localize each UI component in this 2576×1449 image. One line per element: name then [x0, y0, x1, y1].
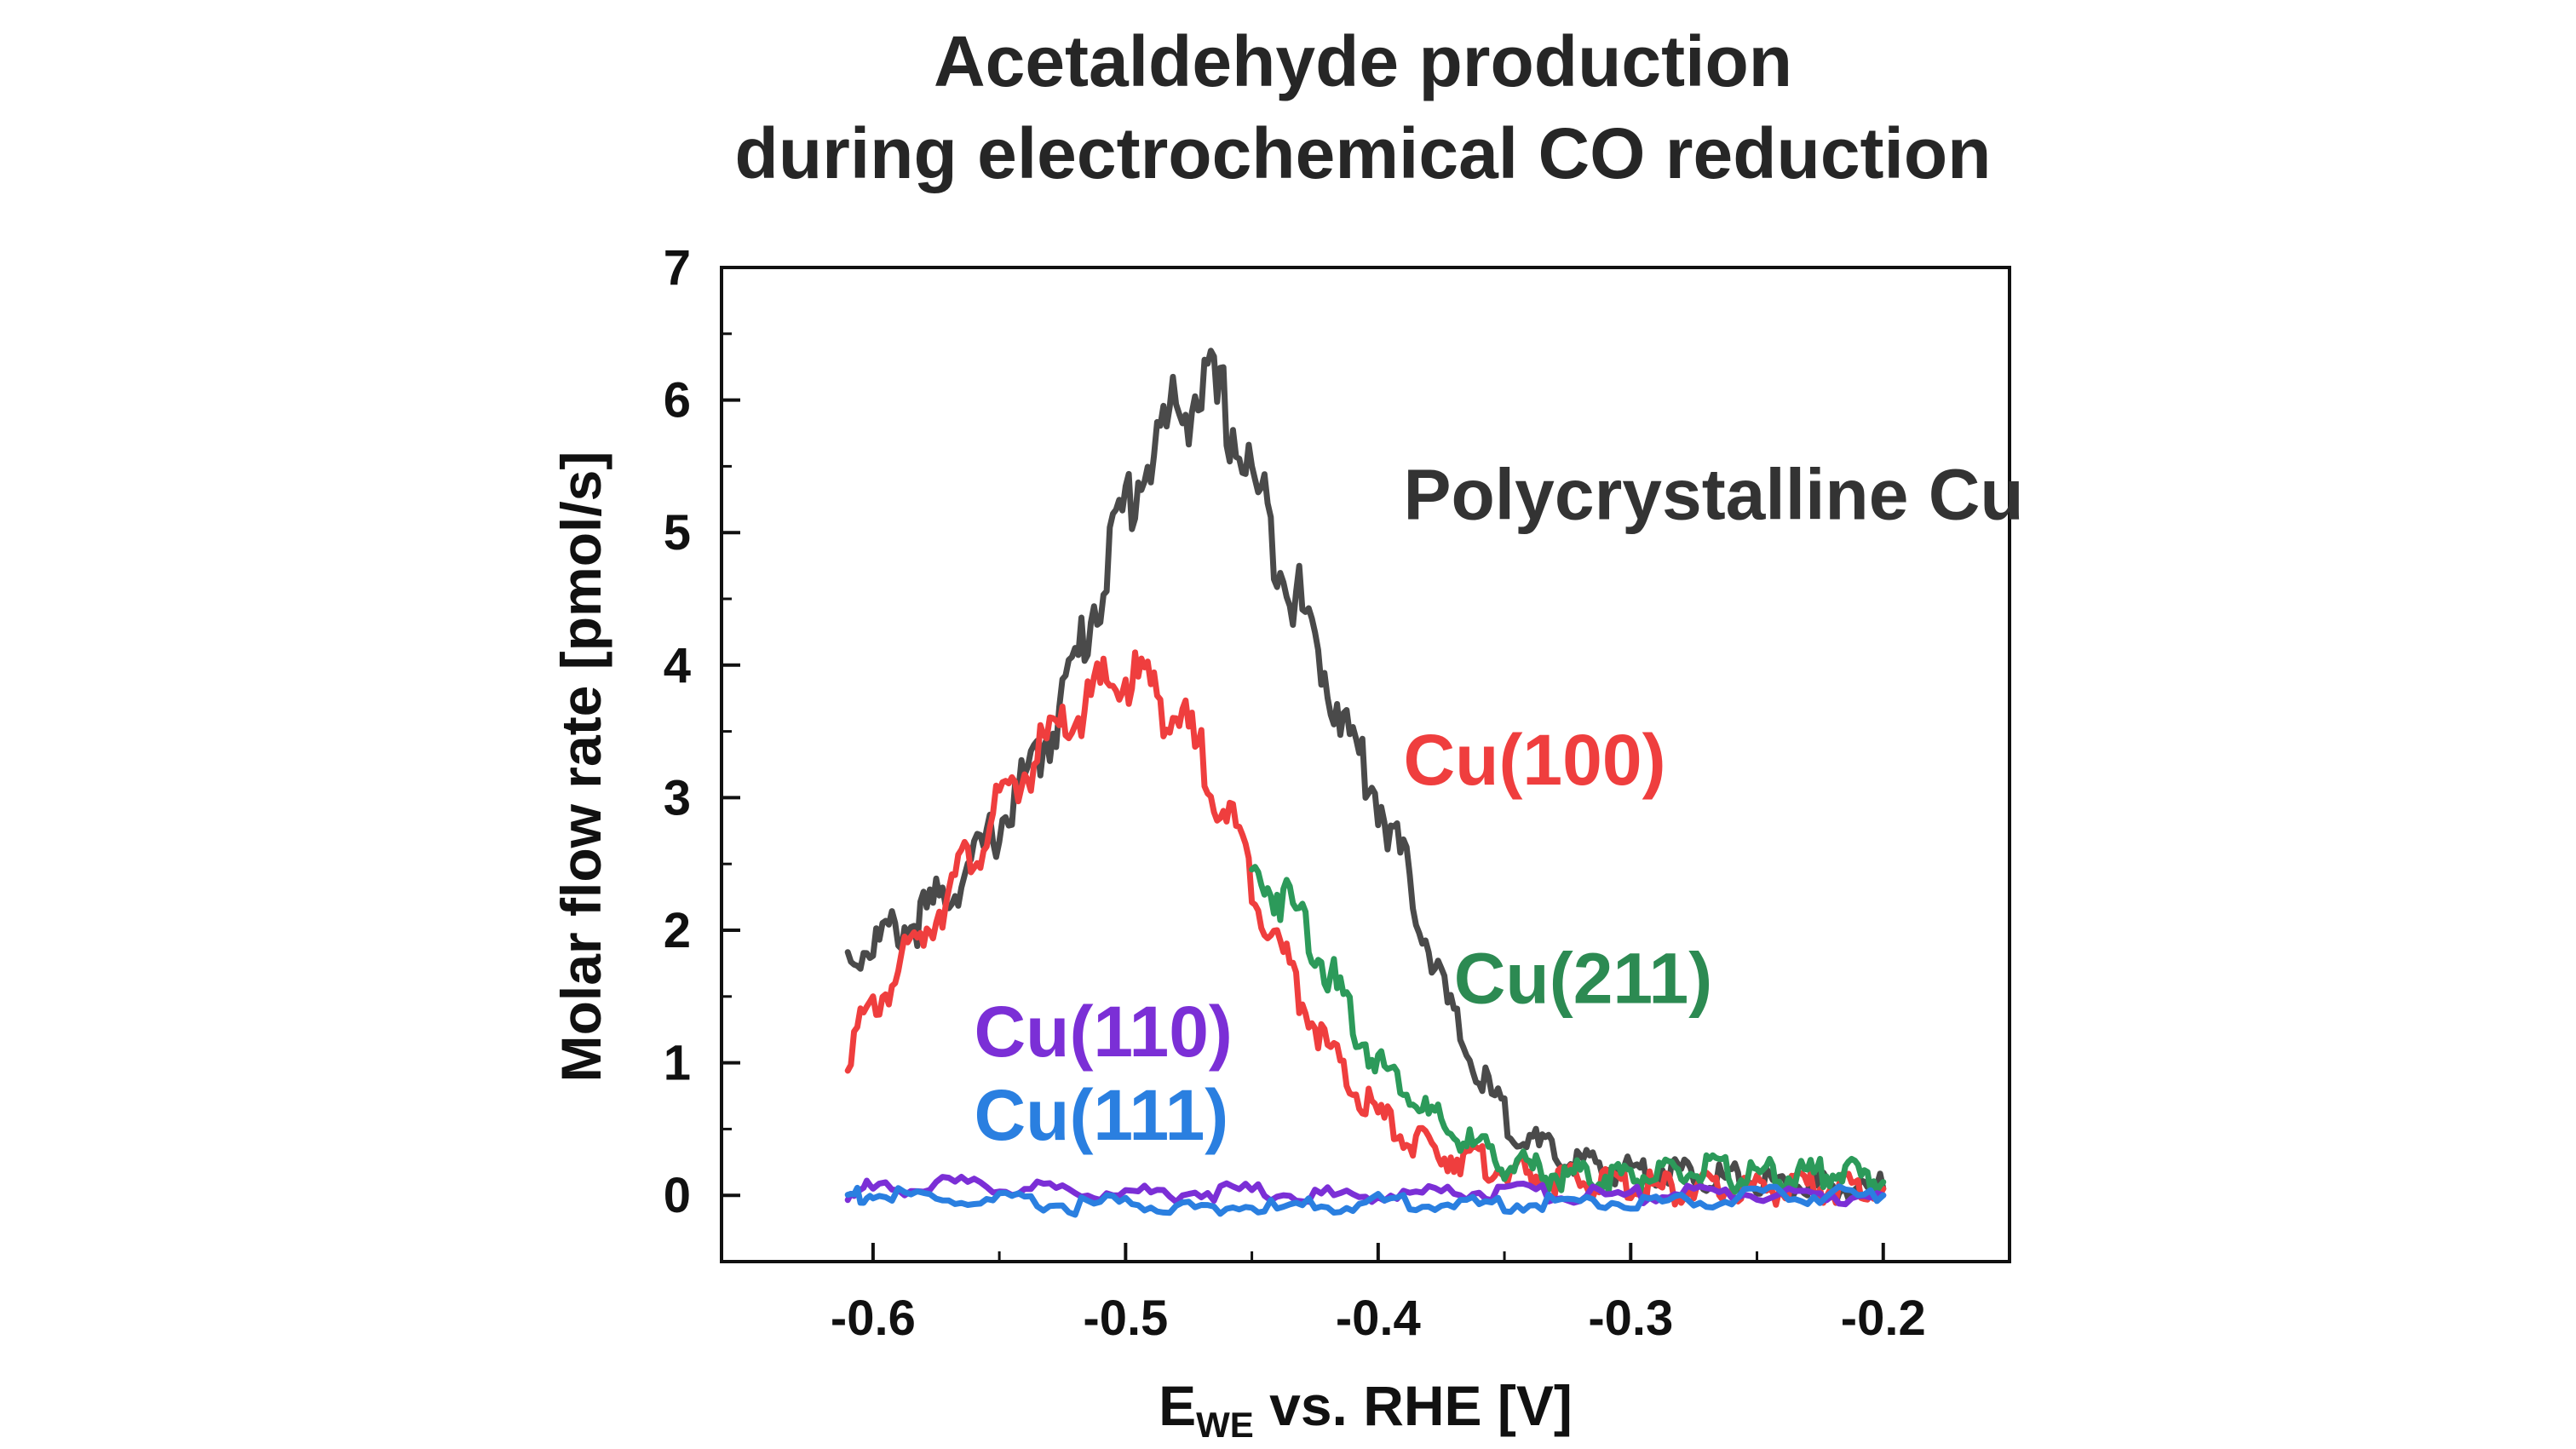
x-tick-label: -0.5	[1083, 1291, 1168, 1346]
tick-layer: 0 1 2 3 4 5 6 7 -0.6 -0.5 -0.4 -0.3 -0.2	[664, 240, 1926, 1346]
y-tick-label: 1	[664, 1036, 691, 1091]
y-tick-label: 5	[664, 505, 691, 561]
y-axis-label: Molar flow rate [pmol/s]	[549, 451, 612, 1083]
x-axis-label-subscript: WE	[1196, 1405, 1254, 1445]
y-tick-label: 0	[664, 1168, 691, 1223]
annotation-layer: Polycrystalline Cu Cu(100) Cu(211) Cu(110)C…	[974, 455, 2023, 1155]
series-line-cu-111	[844, 1183, 1887, 1218]
chart-title-line-1: Acetaldehyde production	[933, 21, 1793, 101]
series-line-cu-211	[1249, 864, 1887, 1195]
x-axis-label: EWE vs. RHE [V]	[1159, 1374, 1573, 1445]
x-tick-label: -0.6	[831, 1291, 916, 1346]
series-layer	[844, 348, 1887, 1218]
x-tick-label: -0.3	[1588, 1291, 1673, 1346]
series-annotation-cu-110: Cu(110)	[974, 992, 1232, 1072]
x-axis-label-main: E	[1159, 1374, 1196, 1437]
y-tick-label: 6	[664, 373, 691, 428]
y-tick-label: 4	[664, 638, 691, 693]
x-tick-label: -0.4	[1336, 1291, 1421, 1346]
series-line-cu-100	[844, 649, 1887, 1208]
series-annotation-cu-100: Cu(100)	[1403, 720, 1665, 800]
y-tick-label: 3	[664, 770, 691, 825]
plot-frame	[720, 266, 2011, 1263]
series-annotation-polycrystalline-cu: Polycrystalline Cu	[1403, 455, 2023, 535]
chart-title-line-2: during electrochemical CO reduction	[734, 113, 1992, 193]
series-annotation-cu-111: Cu(111)	[974, 1075, 1228, 1155]
x-tick-label: -0.2	[1841, 1291, 1926, 1346]
y-tick-label: 7	[664, 240, 691, 296]
y-tick-label: 2	[664, 903, 691, 958]
x-axis-label-rest: vs. RHE [V]	[1254, 1374, 1573, 1437]
series-annotation-cu-211: Cu(211)	[1454, 939, 1712, 1019]
chart-title: Acetaldehyde production during electroch…	[0, 15, 2576, 199]
